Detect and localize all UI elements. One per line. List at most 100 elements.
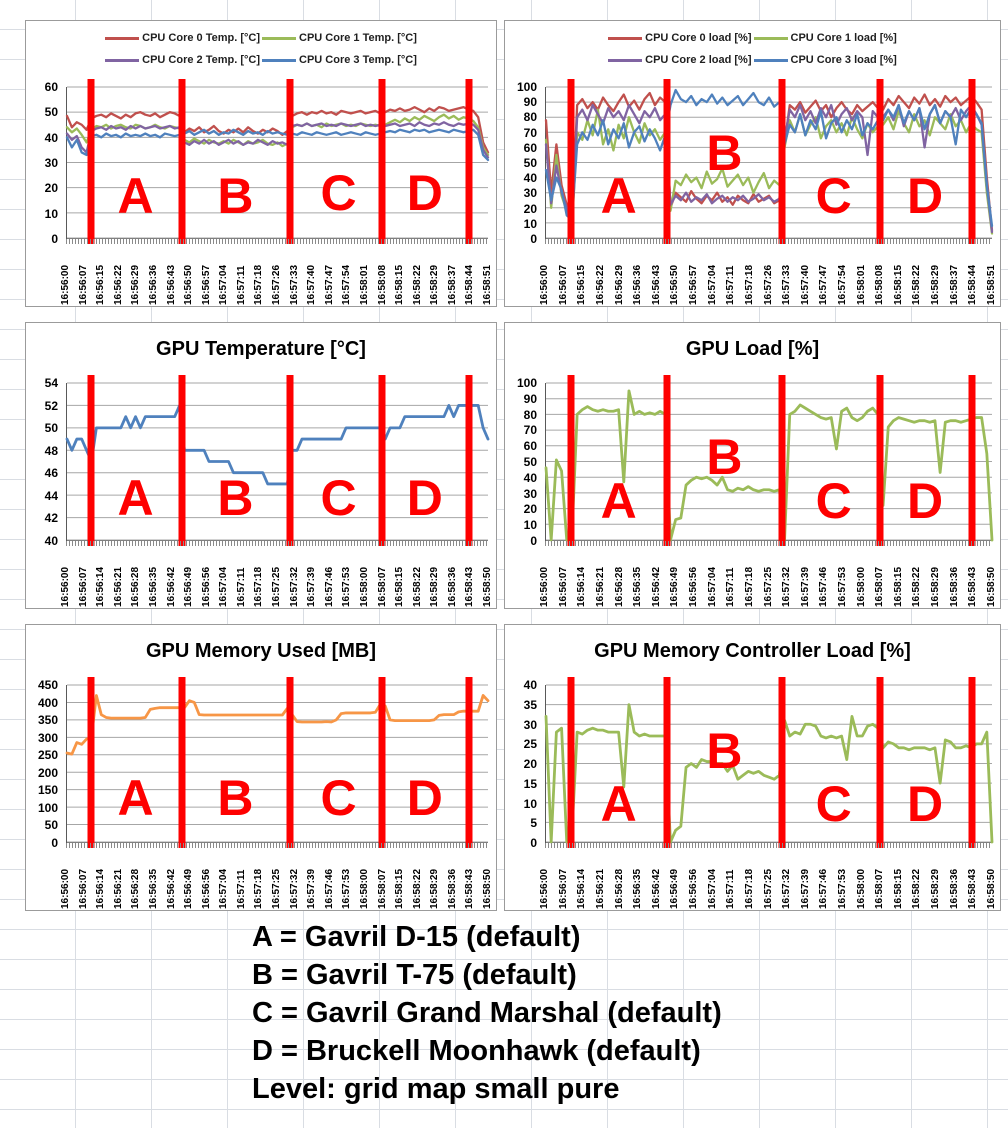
chart-title: GPU Memory Used [MB] xyxy=(145,640,377,662)
x-axis-label: 16:57:11 xyxy=(235,869,247,909)
section-divider xyxy=(567,79,575,244)
x-axis-label: 16:57:26 xyxy=(271,264,282,305)
y-axis-label: 90 xyxy=(523,95,537,110)
y-axis-label: 10 xyxy=(523,518,537,533)
x-axis-label: 16:56:28 xyxy=(130,868,142,909)
x-axis-label: 16:56:21 xyxy=(112,566,124,607)
section-letter: A xyxy=(117,770,154,827)
legend-item: CPU Core 3 load [%] xyxy=(753,54,897,66)
series-line-cpu-core-2-temp-c- xyxy=(67,122,488,157)
x-axis-label: 16:57:04 xyxy=(218,868,230,909)
x-axis-label: 16:56:21 xyxy=(594,868,606,909)
section-divider xyxy=(465,79,473,244)
section-divider xyxy=(567,677,575,848)
plot-canvas xyxy=(67,685,488,842)
footer-line: A = Gavril D-15 (default) xyxy=(252,921,581,953)
section-divider xyxy=(876,375,884,546)
x-axis-label: 16:58:36 xyxy=(446,566,458,607)
section-divider xyxy=(968,677,976,848)
x-axis-label: 16:56:56 xyxy=(687,566,699,607)
x-axis-label: 16:56:49 xyxy=(669,566,681,607)
x-axis-label: 16:57:04 xyxy=(706,264,718,305)
x-axis-label: 16:56:57 xyxy=(687,264,699,305)
x-axis-label: 16:56:29 xyxy=(130,264,142,305)
plot-canvas xyxy=(546,383,992,540)
y-axis-label: 100 xyxy=(516,376,537,390)
section-divider xyxy=(378,79,386,244)
x-axis-label: 16:57:25 xyxy=(762,566,774,607)
x-axis-label: 16:56:14 xyxy=(576,868,588,909)
x-axis-label: 16:58:22 xyxy=(411,868,423,909)
x-axis-label: 16:56:28 xyxy=(613,566,625,607)
legend-line-swatch xyxy=(753,58,788,62)
series-line-cpu-core-1-load- xyxy=(546,110,992,234)
section-divider xyxy=(778,677,786,848)
x-axis-label: 16:56:14 xyxy=(576,566,588,607)
chart-gpu-memory-controller-load[interactable]: GPU Memory Controller Load [%] 0 5 10 15 20 25… xyxy=(504,624,1001,911)
y-axis-label: 0 xyxy=(51,232,58,246)
x-axis-label: 16:56:43 xyxy=(650,264,662,305)
y-axis-label: 250 xyxy=(37,748,58,763)
x-axis-label: 16:58:08 xyxy=(376,264,388,305)
x-axis-label: 16:58:29 xyxy=(930,264,942,305)
chart-cpu-core-load[interactable]: CPU Core 0 load [%] CPU Core 1 load [%] CP… xyxy=(504,20,1001,307)
y-axis-label: 40 xyxy=(44,534,58,548)
x-axis-labels: 16:56:00 16:56:07 16:56:14 16:56:21 16:56:28… xyxy=(539,848,997,909)
x-axis-label: 16:57:11 xyxy=(725,869,737,909)
x-axis-label: 16:58:00 xyxy=(358,868,370,909)
x-axis-label: 16:58:22 xyxy=(411,264,423,305)
legend-line-swatch xyxy=(262,36,296,40)
series-line-gpu-temperature-c- xyxy=(67,405,488,484)
x-axis-label: 16:56:42 xyxy=(165,868,177,909)
y-axis-label: 0 xyxy=(530,534,537,548)
legend-row: CPU Core 2 load [%] CPU Core 3 load [%] xyxy=(608,54,897,66)
y-axis-label: 90 xyxy=(523,391,537,406)
x-axis-label: 16:58:50 xyxy=(482,868,493,909)
chart-cpu-core-temp[interactable]: CPU Core 0 Temp. [°C] CPU Core 1 Temp. [°… xyxy=(25,20,497,307)
section-divider xyxy=(968,79,976,244)
x-axis-label: 16:58:36 xyxy=(948,566,960,607)
y-axis-label: 50 xyxy=(523,455,537,469)
section-divider xyxy=(876,79,884,244)
section-letter: C xyxy=(815,776,852,833)
chart-gpu-memory-used[interactable]: GPU Memory Used [MB] 0 50 100 150 200 250 300 35… xyxy=(25,624,497,911)
y-axis-label: 100 xyxy=(516,80,537,94)
legend-item: CPU Core 0 load [%] xyxy=(608,32,752,44)
x-axis-label: 16:58:07 xyxy=(376,566,388,607)
x-axis-label: 16:57:47 xyxy=(818,264,830,305)
y-axis-label: 60 xyxy=(523,439,537,454)
y-axis-label: 450 xyxy=(37,678,58,692)
section-divider xyxy=(876,677,884,848)
x-axis-label: 16:57:39 xyxy=(306,868,318,909)
y-axis-label: 46 xyxy=(44,466,58,481)
x-axis-label: 16:57:54 xyxy=(837,264,848,305)
x-axis-label: 16:57:04 xyxy=(706,566,718,607)
chart-gpu-temperature[interactable]: GPU Temperature [°C] 40 42 44 46 48 50 52 54 A B C D… xyxy=(25,322,497,609)
footer-line: D = Bruckell Moonhawk (default) xyxy=(252,1035,701,1067)
x-axis-label: 16:57:11 xyxy=(235,265,247,305)
x-axis-label: 16:57:32 xyxy=(288,566,300,607)
y-axis-label: 60 xyxy=(44,80,58,94)
y-axis-label: 350 xyxy=(37,713,58,728)
section-letter: A xyxy=(117,167,154,224)
y-axis-labels: 0 10 20 30 40 50 60 70 80 90 100 xyxy=(505,80,541,246)
x-axis-label: 16:56:14 xyxy=(95,868,107,909)
y-axis-label: 50 xyxy=(44,105,58,120)
x-axis-label: 16:57:46 xyxy=(818,868,830,909)
legend-label: CPU Core 1 Temp. [°C] xyxy=(299,32,417,44)
section-divider xyxy=(178,79,185,244)
x-axis-label: 16:58:44 xyxy=(967,264,979,305)
x-axis-label: 16:56:56 xyxy=(200,868,212,909)
section-divider xyxy=(87,375,95,546)
y-axis-label: 40 xyxy=(523,470,537,485)
section-divider xyxy=(968,375,976,546)
section-letter: D xyxy=(406,164,443,221)
x-axis-label: 16:56:00 xyxy=(539,868,550,909)
x-axis-label: 16:56:50 xyxy=(183,264,195,305)
x-axis-label: 16:58:43 xyxy=(967,566,979,607)
section-divider xyxy=(286,677,294,848)
y-axis-label: 30 xyxy=(523,186,537,201)
chart-gpu-load[interactable]: GPU Load [%] 0 10 20 30 40 50 60 70 80 90 100 A B C D 16… xyxy=(504,322,1001,609)
y-axis-label: 20 xyxy=(523,201,537,216)
